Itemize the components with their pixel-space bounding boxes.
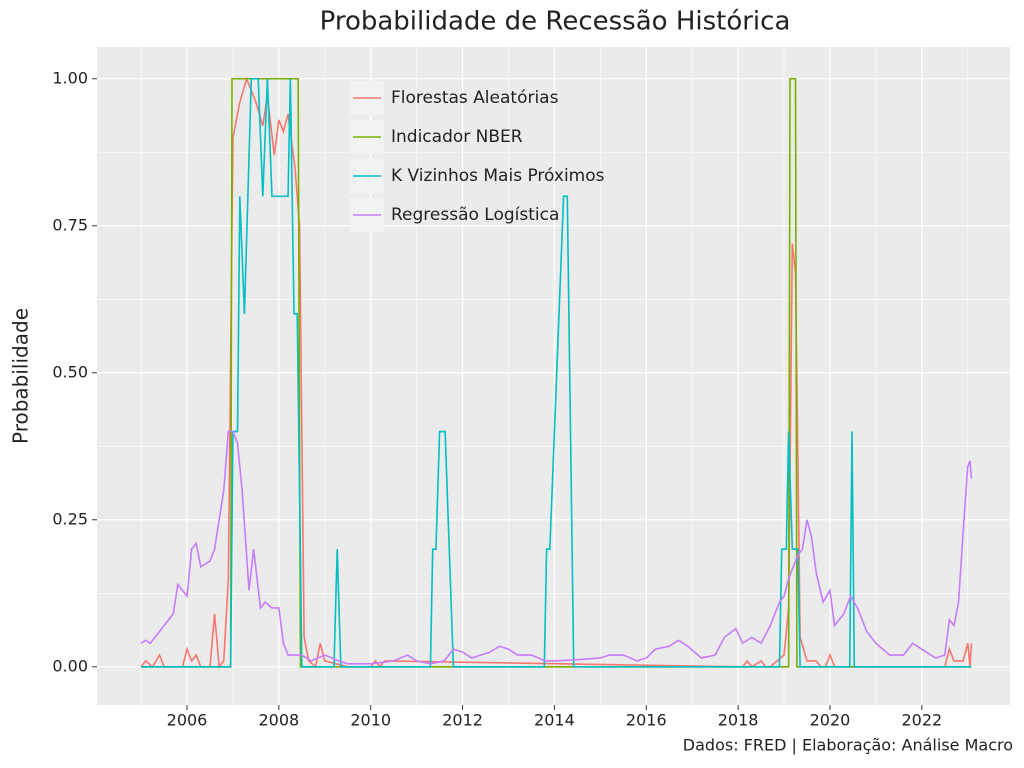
x-tick-label: 2016 bbox=[626, 711, 667, 730]
chart-title: Probabilidade de Recessão Histórica bbox=[320, 7, 791, 37]
legend-label: Florestas Aleatórias bbox=[391, 88, 559, 108]
x-tick-label: 2022 bbox=[901, 711, 942, 730]
panel bbox=[97, 47, 1010, 705]
legend-label: Regressão Logística bbox=[391, 205, 559, 225]
legend-label: K Vizinhos Mais Próximos bbox=[391, 166, 605, 186]
series-line bbox=[140, 430, 973, 665]
x-tick-label: 2008 bbox=[259, 711, 300, 730]
y-tick-label: 0.00 bbox=[52, 656, 88, 675]
x-tick-label: 2018 bbox=[718, 711, 759, 730]
x-tick-label: 2010 bbox=[350, 711, 391, 730]
y-tick-label: 1.00 bbox=[52, 68, 88, 87]
x-tick-label: 2020 bbox=[810, 711, 851, 730]
series-line bbox=[140, 76, 973, 669]
x-tick-label: 2014 bbox=[534, 711, 575, 730]
caption: Dados: FRED | Elaboração: Análise Macro bbox=[683, 736, 1013, 755]
x-tick-label: 2006 bbox=[167, 711, 208, 730]
y-axis-label: Probabilidade bbox=[9, 308, 33, 444]
y-tick-label: 0.25 bbox=[52, 509, 88, 528]
y-tick-label: 0.75 bbox=[52, 215, 88, 234]
series-line bbox=[141, 77, 972, 668]
x-tick-label: 2012 bbox=[442, 711, 483, 730]
legend-label: Indicador NBER bbox=[391, 127, 523, 147]
y-tick-label: 0.50 bbox=[52, 362, 88, 381]
